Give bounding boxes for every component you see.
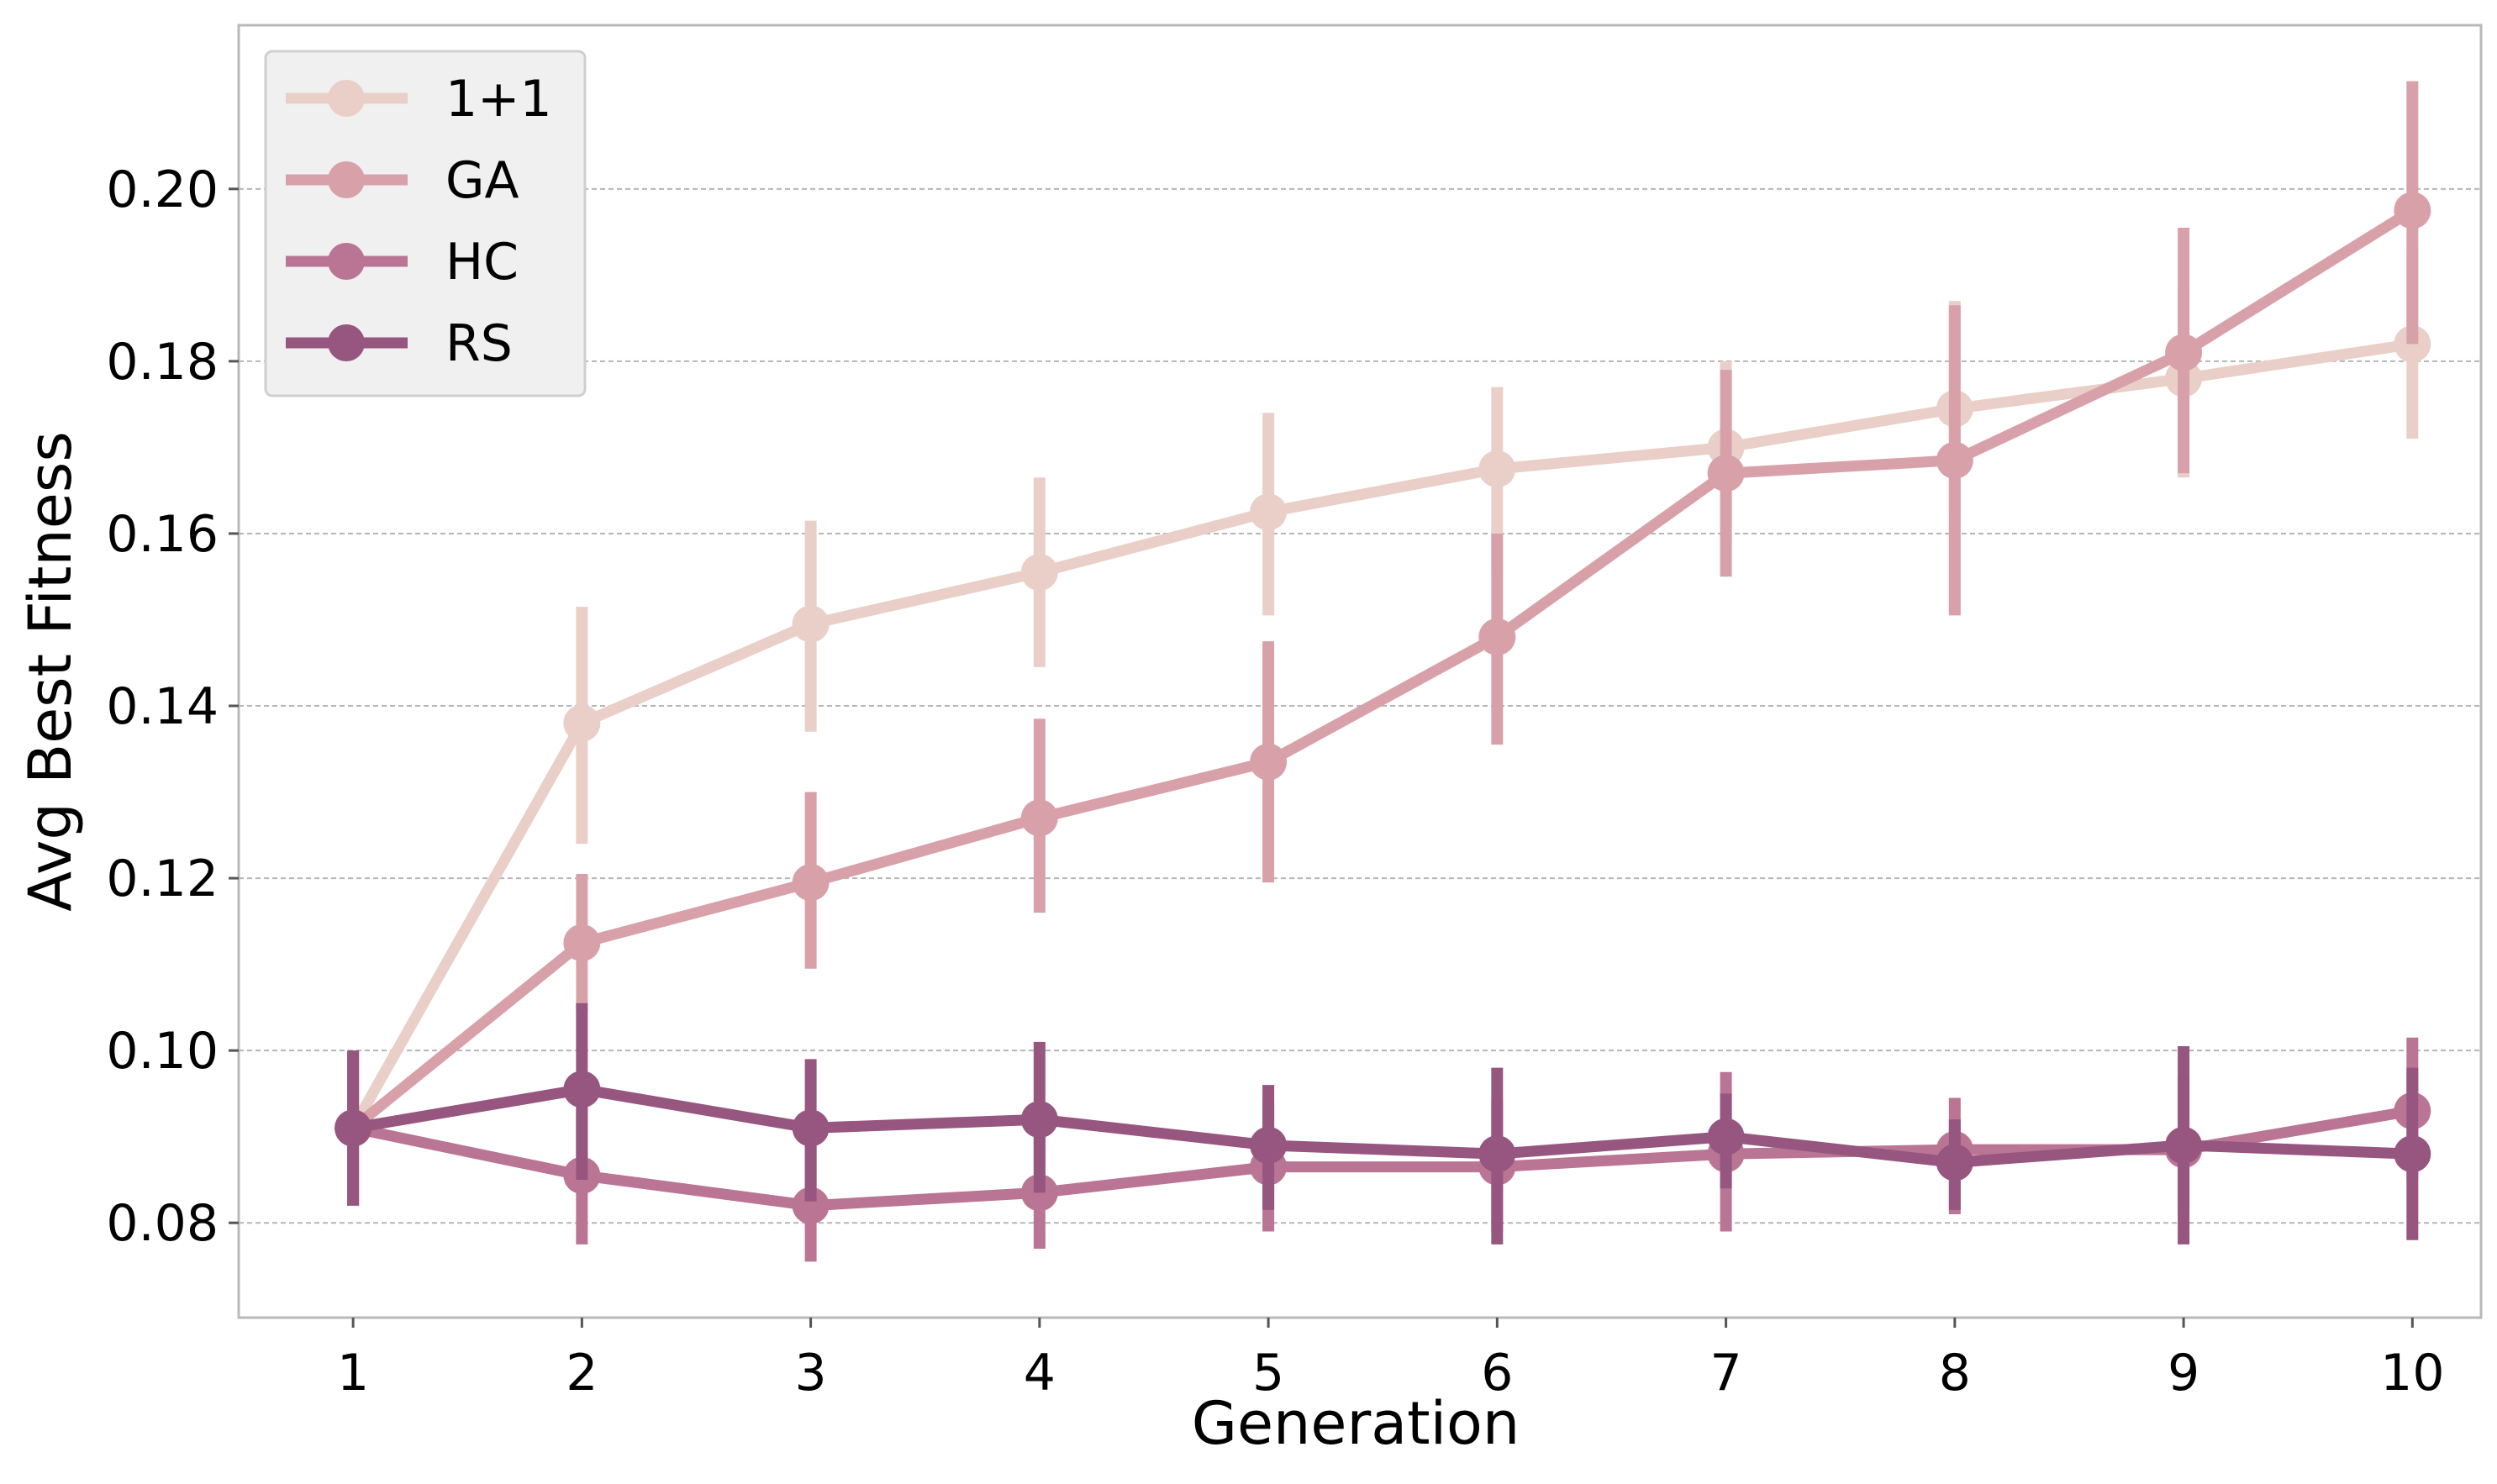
plot-frame bbox=[237, 24, 2483, 1319]
x-tick-label: 2 bbox=[566, 1344, 598, 1402]
legend-item: GA bbox=[286, 151, 519, 210]
legend-marker bbox=[328, 161, 365, 198]
x-axis-title: Generation bbox=[1192, 1389, 1520, 1458]
legend-label: 1+1 bbox=[445, 70, 552, 129]
legend: 1+1 GA HC RS bbox=[264, 50, 587, 397]
data-point bbox=[1707, 455, 1745, 492]
data-point bbox=[1936, 1144, 1973, 1181]
x-tick-label: 4 bbox=[1024, 1344, 1056, 1402]
y-tick-label: 0.14 bbox=[106, 677, 219, 736]
data-point bbox=[792, 605, 830, 643]
data-point bbox=[792, 864, 830, 902]
series-rs bbox=[335, 1002, 2431, 1245]
y-tick-label: 0.20 bbox=[106, 161, 219, 219]
legend-label: GA bbox=[445, 151, 519, 210]
data-point bbox=[1478, 618, 1516, 655]
series-line bbox=[347, 1083, 2418, 1168]
y-tick-label: 0.12 bbox=[106, 850, 219, 908]
x-tick-label: 5 bbox=[1252, 1344, 1284, 1402]
data-point bbox=[2394, 1135, 2431, 1173]
data-point bbox=[2165, 1126, 2203, 1164]
data-point bbox=[1707, 1118, 1745, 1155]
legend-item: RS bbox=[286, 314, 513, 373]
data-point bbox=[335, 1109, 372, 1147]
y-tick-label: 0.08 bbox=[106, 1194, 219, 1253]
data-point bbox=[1478, 450, 1516, 488]
legend-box bbox=[264, 50, 587, 397]
axis-ticks: 0.08 0.10 0.12 0.14 0.16 0.18 0.20 1 2 3 4 5 6 7 8 9 10 bbox=[106, 161, 2444, 1402]
data-point bbox=[2394, 192, 2431, 229]
data-point bbox=[1250, 493, 1288, 531]
x-tick-label: 10 bbox=[2380, 1344, 2444, 1402]
y-tick-label: 0.16 bbox=[106, 505, 219, 564]
data-point bbox=[2165, 334, 2203, 371]
legend-label: HC bbox=[445, 233, 519, 292]
x-tick-label: 1 bbox=[337, 1344, 369, 1402]
legend-item: HC bbox=[286, 233, 519, 292]
data-point bbox=[1250, 1126, 1288, 1164]
x-tick-label: 9 bbox=[2168, 1344, 2199, 1402]
legend-marker bbox=[328, 243, 365, 280]
data-point bbox=[563, 704, 601, 742]
data-point bbox=[1020, 799, 1058, 837]
data-point bbox=[792, 1187, 830, 1224]
data-point bbox=[1936, 441, 1973, 479]
data-point bbox=[1020, 554, 1058, 592]
legend-marker bbox=[328, 80, 365, 117]
legend-marker bbox=[328, 324, 365, 361]
x-tick-label: 3 bbox=[795, 1344, 827, 1402]
legend-label: RS bbox=[445, 314, 513, 373]
data-point bbox=[1478, 1135, 1516, 1173]
x-tick-label: 6 bbox=[1481, 1344, 1513, 1402]
series-line bbox=[347, 338, 2418, 1134]
x-tick-label: 7 bbox=[1709, 1344, 1741, 1402]
y-axis-title: Avg Best Fitness bbox=[16, 431, 85, 912]
y-tick-label: 0.10 bbox=[106, 1022, 219, 1081]
data-point bbox=[563, 924, 601, 961]
legend-item: 1+1 bbox=[286, 70, 552, 129]
data-point bbox=[563, 1071, 601, 1108]
y-tick-label: 0.18 bbox=[106, 333, 219, 392]
data-point bbox=[792, 1109, 830, 1147]
x-tick-label: 8 bbox=[1939, 1344, 1971, 1402]
series-layer bbox=[335, 81, 2431, 1262]
series-line bbox=[347, 204, 2418, 1134]
data-point bbox=[1250, 743, 1288, 781]
data-point bbox=[1020, 1101, 1058, 1139]
